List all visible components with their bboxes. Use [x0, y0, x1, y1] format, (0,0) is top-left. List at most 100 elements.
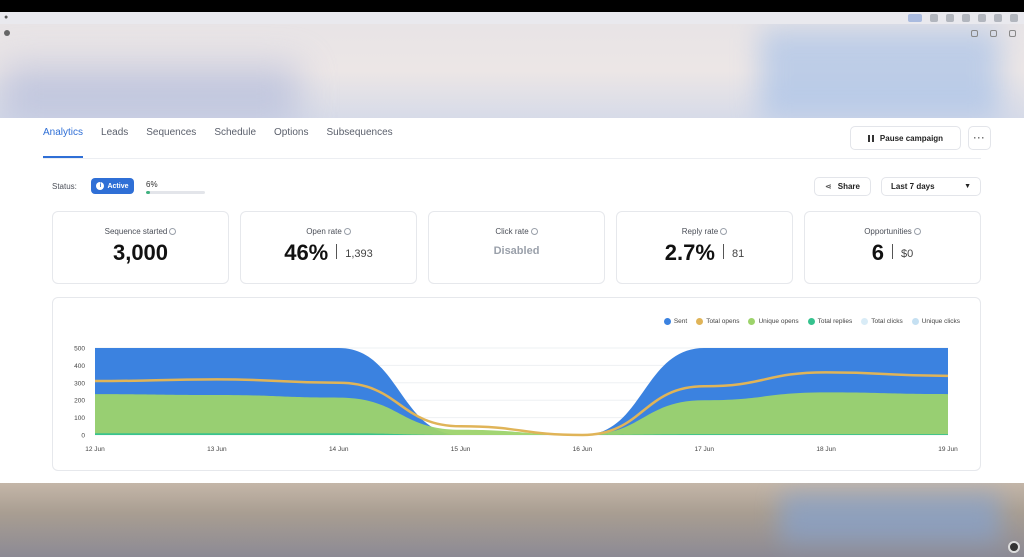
card-label: Open rate — [241, 227, 416, 236]
info-icon[interactable] — [169, 228, 177, 235]
card-click-rate: Click rate Disabled — [428, 211, 605, 284]
area-chart: 0 100 200 300 400 500 12 Jun 13 Jun 14 Jun 15 Jun… — [74, 346, 958, 454]
info-icon[interactable] — [913, 228, 921, 235]
legend-swatch — [696, 318, 704, 325]
info-icon[interactable] — [720, 228, 728, 235]
legend-swatch — [807, 318, 815, 325]
wifi-icon[interactable] — [978, 14, 986, 22]
menubar-link-icon[interactable] — [946, 14, 954, 22]
info-icon[interactable] — [530, 228, 538, 235]
progress-bar — [146, 191, 205, 194]
pause-campaign-button[interactable]: Pause campaign — [850, 126, 961, 150]
card-value: 2.7% 81 — [664, 240, 745, 265]
progress-percent: 6% — [146, 180, 158, 189]
legend-swatch — [663, 318, 671, 325]
legend-label: Total replies — [817, 318, 853, 325]
card-value: 46% 1,393 — [284, 240, 373, 265]
legend-swatch — [861, 318, 869, 325]
card-label: Reply rate — [617, 227, 792, 236]
card-label: Opportunities — [805, 227, 980, 236]
card-sequence-started: Sequence started 3,000 — [52, 211, 229, 284]
status-badge: i Active — [91, 178, 134, 194]
legend-item[interactable]: Sent — [663, 318, 687, 325]
desktop-bottom — [0, 483, 1024, 557]
card-label: Sequence started — [53, 227, 228, 236]
y-tick-label: 0 — [81, 433, 85, 440]
tab-subsequences[interactable]: Subsequences — [326, 127, 393, 138]
chevron-down-icon: ▼ — [964, 183, 971, 190]
campaign-app: Analytics Leads Sequences Schedule Optio… — [0, 118, 1024, 483]
card-secondary: $0 — [901, 248, 914, 260]
y-tick-label: 100 — [74, 415, 85, 422]
x-tick-label: 13 Jun — [207, 446, 227, 453]
corner-badge-icon — [1008, 541, 1020, 553]
card-opportunities: Opportunities 6 $0 — [804, 211, 981, 284]
card-open-rate: Open rate 46% 1,393 — [240, 211, 417, 284]
legend-label: Unique opens — [758, 318, 799, 325]
info-icon: i — [96, 182, 105, 190]
legend-item[interactable]: Unique opens — [748, 318, 799, 325]
x-tick-label: 12 Jun — [85, 446, 105, 453]
chart-legend: Sent Total opens Unique opens Total replies… — [663, 318, 960, 325]
menubar-status-icon[interactable] — [930, 14, 938, 22]
legend-label: Unique clicks — [921, 318, 960, 325]
date-range-select[interactable]: Last 7 days ▼ — [881, 177, 981, 196]
search-icon[interactable] — [994, 14, 1002, 22]
more-options-button[interactable]: ··· — [968, 126, 991, 150]
x-tick-label: 15 Jun — [451, 446, 471, 453]
card-reply-rate: Reply rate 2.7% 81 — [616, 211, 793, 284]
series-area-unique-opens — [95, 392, 948, 435]
blur-shape — [760, 29, 1000, 118]
card-value: Disabled — [493, 245, 540, 257]
card-secondary: 81 — [731, 248, 745, 260]
blur-shape — [780, 493, 1000, 543]
tab-divider — [43, 158, 981, 159]
pause-icon — [867, 134, 874, 142]
menubar-mic-icon[interactable] — [962, 14, 970, 22]
series-line-total-opens — [94, 371, 949, 437]
tab-leads[interactable]: Leads — [101, 127, 129, 138]
legend-label: Total clicks — [871, 318, 903, 325]
share-icon: ⋖ — [825, 182, 832, 191]
menubar-app-icon[interactable] — [908, 14, 922, 22]
legend-item[interactable]: Total replies — [807, 318, 853, 325]
tab-schedule[interactable]: Schedule — [214, 127, 257, 138]
tab-bar: Analytics Leads Sequences Schedule Optio… — [43, 118, 402, 158]
share-icon[interactable] — [1009, 30, 1016, 37]
legend-item[interactable]: Unique clicks — [911, 318, 960, 325]
pause-campaign-label: Pause campaign — [879, 133, 944, 143]
status-label: Status: — [52, 182, 77, 191]
status-badge-label: Active — [107, 182, 129, 190]
x-tick-label: 16 Jun — [573, 446, 593, 453]
control-center-icon[interactable] — [1010, 14, 1018, 22]
info-icon[interactable] — [343, 228, 351, 235]
y-tick-label: 400 — [74, 363, 85, 370]
x-tick-label: 19 Jun — [938, 446, 958, 453]
legend-label: Total opens — [706, 318, 740, 325]
legend-swatch — [748, 318, 756, 325]
markup-icon[interactable] — [971, 30, 978, 37]
x-tick-label: 18 Jun — [816, 446, 836, 453]
progress-fill — [146, 191, 150, 194]
y-tick-label: 200 — [74, 398, 85, 405]
screenshot-toolbar — [971, 30, 1016, 37]
gear-icon[interactable] — [4, 30, 10, 36]
trash-icon[interactable] — [990, 30, 997, 37]
legend-swatch — [911, 318, 919, 325]
tab-options[interactable]: Options — [274, 127, 309, 138]
tab-analytics[interactable]: Analytics — [43, 127, 92, 158]
card-value: 3,000 — [112, 240, 169, 265]
card-secondary: 1,393 — [345, 248, 373, 260]
card-value: 6 $0 — [871, 240, 914, 265]
tab-sequences[interactable]: Sequences — [146, 127, 197, 138]
top-black-bar — [0, 0, 1024, 12]
share-label: Share — [837, 182, 860, 191]
card-label: Click rate — [429, 227, 604, 236]
legend-item[interactable]: Total clicks — [861, 318, 903, 325]
x-tick-label: 17 Jun — [695, 446, 715, 453]
legend-item[interactable]: Total opens — [696, 318, 739, 325]
system-menubar: ● — [0, 12, 1024, 24]
apple-icon[interactable]: ● — [4, 14, 9, 21]
date-range-label: Last 7 days — [891, 182, 935, 191]
share-button[interactable]: ⋖ Share — [814, 177, 871, 196]
